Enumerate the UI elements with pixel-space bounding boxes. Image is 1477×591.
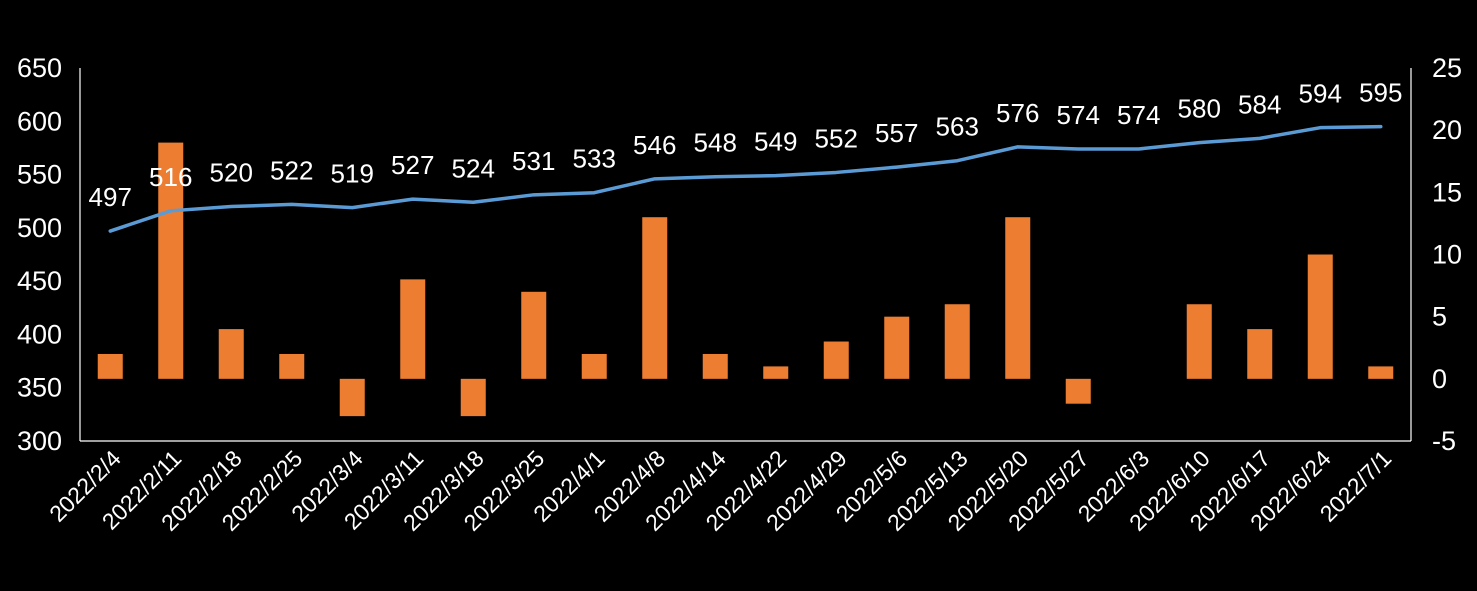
bar: [581, 353, 607, 379]
x-axis-ticks: 2022/2/42022/2/112022/2/182022/2/252022/…: [44, 445, 1396, 536]
line-point: [955, 159, 959, 163]
left-tick-label: 500: [17, 213, 62, 243]
line-point: [895, 165, 899, 169]
line-point: [592, 191, 596, 195]
bar: [158, 142, 184, 379]
right-tick-label: 20: [1432, 115, 1462, 145]
bar: [823, 341, 849, 379]
line-data-label: 519: [331, 159, 374, 189]
bar: [400, 279, 426, 379]
bar: [884, 316, 910, 379]
line-data-label: 524: [452, 153, 495, 183]
line-point: [1379, 125, 1383, 129]
line-data-label: 584: [1238, 89, 1281, 119]
line-point: [1076, 147, 1080, 151]
data-labels: 497 516 520 522 519 527 524 531 533 546 548 549 552 5…: [89, 78, 1403, 212]
left-tick-label: 400: [17, 319, 62, 349]
line-data-label: 527: [391, 150, 434, 180]
bar: [460, 378, 486, 417]
axes: [79, 68, 1412, 442]
right-tick-label: 5: [1432, 302, 1447, 332]
line-path: [108, 124, 1383, 233]
line-data-label: 557: [875, 118, 918, 148]
line-data-label: 522: [270, 155, 313, 185]
left-tick-label: 600: [17, 106, 62, 136]
line-point: [169, 209, 173, 213]
left-tick-label: 300: [17, 426, 62, 456]
right-axis-ticks: -5 0 5 10 15 20 25: [1432, 53, 1462, 456]
line-data-label: 595: [1359, 78, 1402, 108]
left-tick-label: 450: [17, 266, 62, 296]
bar: [1307, 254, 1333, 379]
bar: [1247, 329, 1273, 379]
line-point: [653, 177, 657, 181]
line-point: [532, 193, 536, 197]
line-point: [1318, 126, 1322, 130]
bar: [1186, 304, 1212, 379]
line-point: [350, 206, 354, 210]
bar: [218, 329, 244, 379]
left-tick-label: 650: [17, 53, 62, 83]
line-data-label: 546: [633, 130, 676, 160]
line-point: [713, 175, 717, 179]
line-point: [774, 174, 778, 178]
line-point: [290, 202, 294, 206]
line-data-label: 531: [512, 146, 555, 176]
bar: [1065, 378, 1091, 404]
bar: [763, 366, 789, 379]
line-data-label: 516: [149, 162, 192, 192]
right-tick-label: 0: [1432, 364, 1447, 394]
bar: [279, 353, 305, 379]
line-point: [1258, 136, 1262, 140]
bar: [702, 353, 728, 379]
bar-series: [97, 142, 1394, 417]
line-point: [834, 170, 838, 174]
bar: [1005, 217, 1031, 379]
line-data-label: 574: [1057, 100, 1100, 130]
bar: [642, 217, 668, 379]
line-data-label: 576: [996, 98, 1039, 128]
line-data-label: 552: [815, 123, 858, 153]
line-data-label: 548: [694, 128, 737, 158]
line-point: [108, 229, 112, 233]
right-tick-label: 15: [1432, 177, 1462, 207]
line-data-label: 497: [89, 182, 132, 212]
right-tick-label: 10: [1432, 240, 1462, 270]
line-point: [471, 200, 475, 204]
line-data-label: 574: [1117, 100, 1160, 130]
bar: [521, 291, 547, 379]
line-data-label: 533: [573, 144, 616, 174]
left-tick-label: 350: [17, 373, 62, 403]
bar: [97, 353, 123, 379]
line-series: [108, 124, 1383, 233]
line-point: [1197, 141, 1201, 145]
left-tick-label: 550: [17, 160, 62, 190]
line-data-label: 594: [1299, 79, 1342, 109]
right-tick-label: -5: [1432, 426, 1456, 456]
line-data-label: 549: [754, 127, 797, 157]
line-data-label: 580: [1178, 94, 1221, 124]
bar: [1368, 366, 1394, 379]
bar: [944, 304, 970, 379]
line-data-label: 563: [936, 112, 979, 142]
line-point: [1016, 145, 1020, 149]
line-data-label: 520: [210, 158, 253, 188]
right-tick-label: 25: [1432, 53, 1462, 83]
left-axis-ticks: 300 350 400 450 500 550 600 650: [17, 53, 62, 456]
bar: [339, 378, 365, 417]
line-point: [1137, 147, 1141, 151]
line-point: [229, 205, 233, 209]
line-point: [411, 197, 415, 201]
